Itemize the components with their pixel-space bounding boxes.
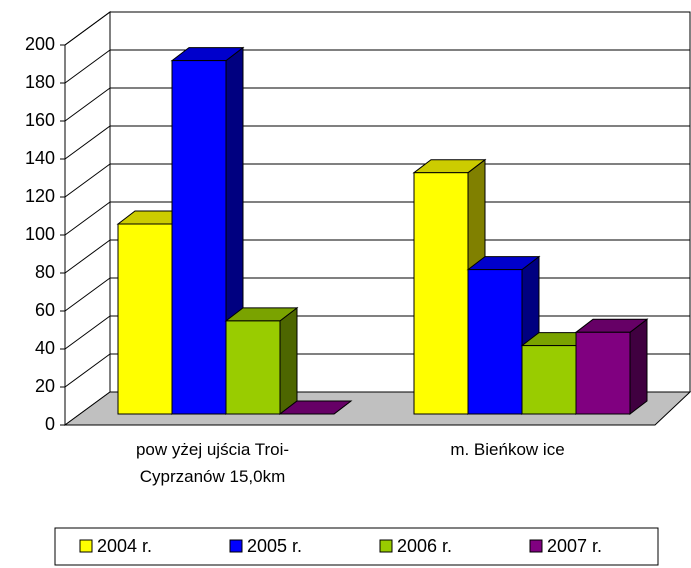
bar-side [279,306,298,416]
x-tick-label: m. Bieńkow ice [450,440,565,459]
bar [521,345,577,415]
bar [575,331,631,415]
legend-swatch [229,539,243,553]
y-tick-label: 180 [25,72,55,92]
grid-line [64,277,111,312]
bar [467,269,523,415]
legend [54,527,659,566]
legend-swatch [379,539,393,553]
bar [225,320,281,415]
grid-line [64,125,111,160]
y-tick-label: 60 [35,300,55,320]
grid-line [64,49,111,84]
y-tick-label: 100 [25,224,55,244]
y-tick-label: 80 [35,262,55,282]
y-tick-label: 120 [25,186,55,206]
bar-group [466,255,541,416]
legend-label: 2006 r. [397,536,452,556]
y-tick-label: 40 [35,338,55,358]
y-tick-label: 200 [25,34,55,54]
legend-label: 2007 r. [547,536,602,556]
y-tick-label: 0 [45,414,55,434]
legend-swatch [79,539,93,553]
bar-top [278,400,353,415]
bar-group [278,400,353,415]
bar-group [574,318,649,416]
grid-line [64,353,111,388]
x-tick-label: pow yżej ujścia Troi-Cyprzanów 15,0km [135,440,290,486]
legend-swatch [529,539,543,553]
bar [171,60,227,415]
legend-label: 2004 r. [97,536,152,556]
y-tick-label: 20 [35,376,55,396]
bar [117,223,173,415]
bar [413,172,469,415]
legend-label: 2005 r. [247,536,302,556]
grid-line [64,87,111,122]
grid-line [64,201,111,236]
y-tick-label: 140 [25,148,55,168]
grid-line [64,163,111,198]
grid-line [64,315,111,350]
bar-side [629,318,648,416]
grid-line [64,239,111,274]
grid-line [64,11,111,46]
y-tick-label: 160 [25,110,55,130]
bar-group [224,306,299,416]
